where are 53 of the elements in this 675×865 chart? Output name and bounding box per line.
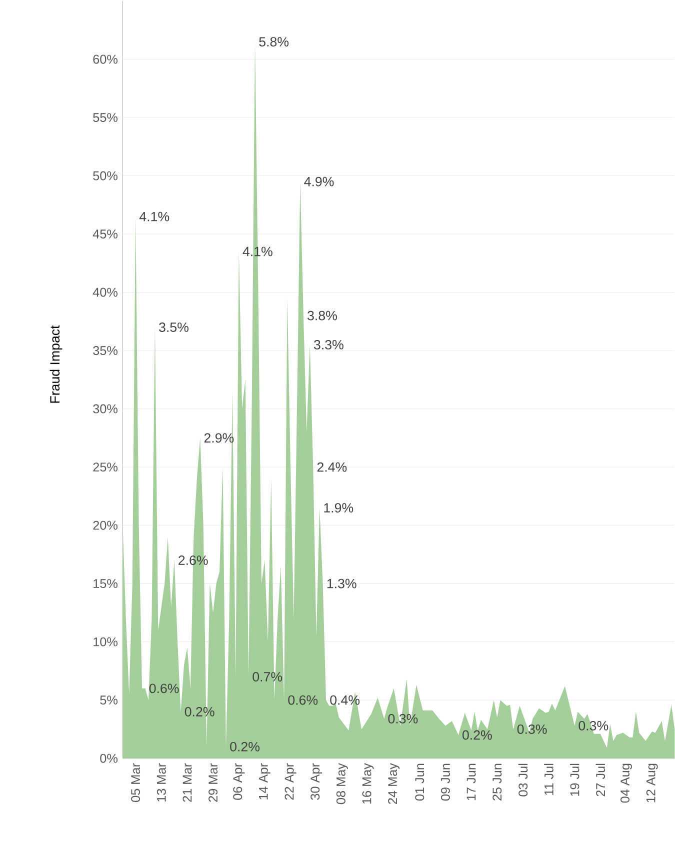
- y-tick-label: 45%: [92, 230, 118, 238]
- y-tick-label: 35%: [93, 346, 118, 356]
- x-tick-label: 13 Mar: [156, 763, 166, 802]
- annotation: 0.4%: [330, 695, 360, 705]
- x-tick-label: 22 Apr: [284, 763, 296, 800]
- y-axis-title: Fraud Impact: [50, 325, 62, 403]
- y-tick-label: 10%: [94, 637, 118, 646]
- y-tick-label: 20%: [93, 520, 118, 530]
- y-tick-label: 50%: [93, 171, 118, 180]
- x-tick-label: 16 May: [362, 763, 374, 804]
- annotation: 0.2%: [462, 730, 492, 740]
- x-tick-label: 25 Jun: [492, 764, 502, 800]
- y-tick-label: 40%: [92, 288, 118, 297]
- annotation: 4.9%: [304, 176, 334, 186]
- y-tick-label: 55%: [93, 113, 118, 122]
- x-tick-label: 19 Jul: [570, 764, 580, 796]
- annotation: 0.3%: [578, 720, 608, 730]
- annotation: 0.6%: [288, 695, 318, 705]
- y-tick-label: 25%: [93, 462, 118, 472]
- x-tick-label: 17 Jun: [466, 764, 476, 800]
- x-tick-label: 14 Apr: [259, 763, 270, 800]
- annotation: 4.1%: [139, 212, 170, 222]
- annotation: 5.8%: [259, 37, 289, 47]
- y-tick-label: 60%: [93, 54, 118, 64]
- x-tick-label: 04 Aug: [620, 764, 632, 803]
- x-tick-label: 29 Mar: [208, 763, 218, 802]
- x-tick-label: 06 Apr: [233, 763, 245, 800]
- x-tick-label: 08 May: [336, 763, 348, 804]
- x-tick-label: 12 Aug: [646, 764, 658, 802]
- annotation: 3.3%: [314, 340, 344, 350]
- annotation: 2.9%: [204, 433, 234, 443]
- x-tick-label: 03 Jul: [518, 764, 528, 796]
- x-tick-label: 05 Mar: [131, 763, 140, 802]
- x-tick-label: 11 Jul: [544, 764, 554, 795]
- annotation: 1.3%: [327, 578, 356, 588]
- annotation: 4.1%: [242, 246, 272, 256]
- y-tick-label: 15%: [94, 579, 118, 588]
- annotation: 2.6%: [178, 556, 208, 565]
- x-tick-label: 01 Jun: [415, 764, 424, 801]
- annotation: 3.8%: [308, 310, 337, 320]
- annotation: 0.6%: [149, 684, 179, 694]
- x-tick-label: 09 Jun: [440, 764, 450, 801]
- x-tick-label: 27 Jul: [596, 764, 606, 796]
- y-tick-label: 30%: [93, 404, 118, 414]
- annotation: 1.9%: [324, 503, 354, 513]
- annotation: 0.2%: [230, 742, 260, 752]
- annotation: 2.4%: [317, 462, 347, 472]
- x-tick-label: 21 Mar: [182, 763, 192, 802]
- y-tick-label: 5%: [100, 696, 118, 705]
- annotation: 3.5%: [159, 322, 188, 332]
- x-tick-label: 24 May: [388, 763, 400, 804]
- x-tick-label: 30 Apr: [310, 763, 322, 800]
- y-tick-label: 0%: [100, 754, 118, 763]
